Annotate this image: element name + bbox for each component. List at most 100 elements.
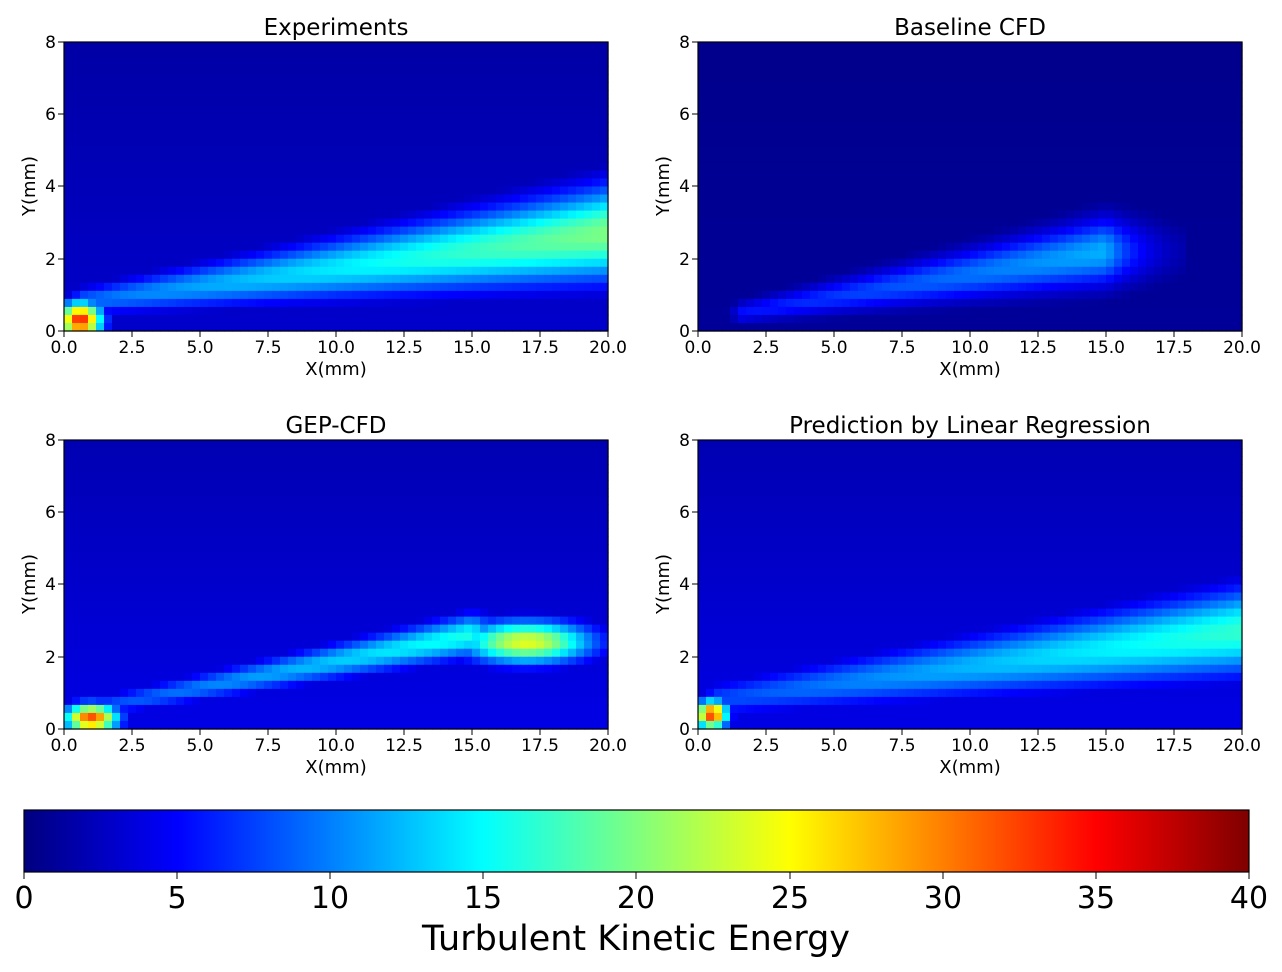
heatmap-cell <box>874 194 883 204</box>
heatmap-cell <box>1018 66 1027 75</box>
heatmap-cell <box>738 74 747 83</box>
heatmap-cell <box>480 290 489 300</box>
heatmap-cell <box>850 322 859 332</box>
heatmap-cell <box>368 234 377 244</box>
heatmap-cell <box>986 130 995 139</box>
heatmap-cell <box>336 194 345 204</box>
heatmap-cell <box>64 234 73 244</box>
heatmap-cell <box>112 186 121 196</box>
heatmap-cell <box>72 178 81 188</box>
heatmap-cell <box>200 98 209 107</box>
heatmap-cell <box>80 226 89 236</box>
heatmap-cell <box>858 50 867 59</box>
heatmap-cell <box>432 58 441 67</box>
heatmap-cell <box>842 170 851 180</box>
heatmap-cell <box>576 186 585 196</box>
heatmap-cell <box>440 242 449 252</box>
heatmap-cell <box>440 106 449 115</box>
heatmap-cell <box>264 282 273 292</box>
heatmap-cell <box>730 306 739 316</box>
heatmap-cell <box>488 250 497 260</box>
heatmap-cell <box>1018 274 1027 284</box>
heatmap-cell <box>874 138 883 147</box>
heatmap-cell <box>392 74 401 83</box>
heatmap-cell <box>576 74 585 83</box>
heatmap-cell <box>738 250 747 260</box>
heatmap-cell <box>584 226 593 236</box>
heatmap-cell <box>176 322 185 332</box>
heatmap-cell <box>416 440 425 449</box>
heatmap-cell <box>536 290 545 300</box>
heatmap-cell <box>922 106 931 115</box>
heatmap-cell <box>120 106 129 115</box>
heatmap-cell <box>480 138 489 147</box>
heatmap-cell <box>160 258 169 268</box>
heatmap-cell <box>850 58 859 67</box>
heatmap-cell <box>80 90 89 99</box>
heatmap-cell <box>938 274 947 284</box>
heatmap-cell <box>104 210 113 220</box>
heatmap-cell <box>994 98 1003 107</box>
heatmap-cell <box>400 50 409 59</box>
heatmap-cell <box>1026 42 1035 51</box>
heatmap-cell <box>360 210 369 220</box>
heatmap-cell <box>1202 226 1211 236</box>
heatmap-cell <box>794 282 803 292</box>
heatmap-cell <box>384 58 393 67</box>
heatmap-cell <box>1026 186 1035 196</box>
heatmap-cell <box>922 162 931 172</box>
heatmap-cell <box>384 162 393 172</box>
heatmap-cell <box>866 306 875 316</box>
heatmap-cell <box>528 90 537 99</box>
heatmap-cell <box>320 210 329 220</box>
heatmap-cell <box>1018 106 1027 115</box>
heatmap-cell <box>1226 250 1235 260</box>
heatmap-cell <box>64 74 73 83</box>
heatmap-cell <box>344 146 353 155</box>
heatmap-cell <box>1066 170 1075 180</box>
heatmap-cell <box>384 210 393 220</box>
heatmap-cell <box>1234 226 1243 236</box>
heatmap-cell <box>320 202 329 212</box>
heatmap-cell <box>448 146 457 155</box>
heatmap-cell <box>1114 122 1123 131</box>
heatmap-cell <box>200 314 209 324</box>
heatmap-cell <box>96 306 105 316</box>
heatmap-cell <box>1210 138 1219 147</box>
heatmap-cell <box>706 138 715 147</box>
heatmap-cell <box>440 98 449 107</box>
heatmap-cell <box>312 74 321 83</box>
heatmap-cell <box>1194 298 1203 308</box>
heatmap-cell <box>496 314 505 324</box>
heatmap-cell <box>544 58 553 67</box>
heatmap-cell <box>930 162 939 172</box>
heatmap-cell <box>448 154 457 164</box>
heatmap-cell <box>464 210 473 220</box>
heatmap-cell <box>1074 138 1083 147</box>
heatmap-cell <box>1138 66 1147 75</box>
heatmap-cell <box>288 234 297 244</box>
heatmap-cell <box>882 138 891 147</box>
heatmap-cell <box>1098 322 1107 332</box>
heatmap-cell <box>240 314 249 324</box>
heatmap-cell <box>818 202 827 212</box>
heatmap-cell <box>496 138 505 147</box>
heatmap-cell <box>1194 130 1203 139</box>
heatmap-cell <box>1090 170 1099 180</box>
heatmap-cell <box>272 154 281 164</box>
heatmap-cell <box>1114 74 1123 83</box>
heatmap-cell <box>1082 178 1091 188</box>
heatmap-cell <box>698 306 707 316</box>
heatmap-cell <box>464 218 473 228</box>
heatmap-cell <box>168 98 177 107</box>
heatmap-cell <box>464 74 473 83</box>
heatmap-cell <box>136 146 145 155</box>
heatmap-cell <box>232 154 241 164</box>
heatmap-cell <box>352 218 361 228</box>
heatmap-cell <box>954 58 963 67</box>
heatmap-cell <box>96 114 105 123</box>
heatmap-cell <box>416 242 425 252</box>
heatmap-cell <box>1106 234 1115 244</box>
heatmap-cell <box>842 138 851 147</box>
heatmap-cell <box>914 218 923 228</box>
